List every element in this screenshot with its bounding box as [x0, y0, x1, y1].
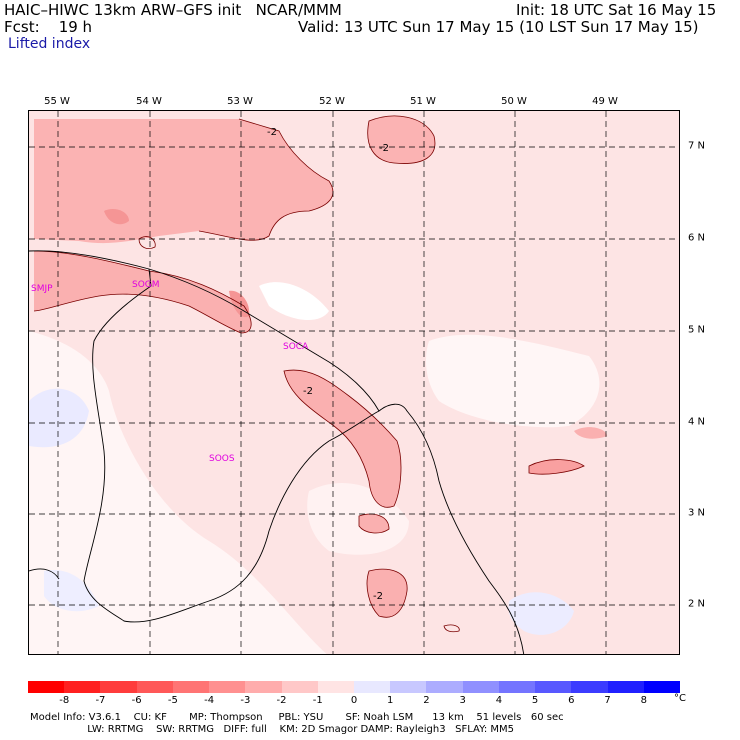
station-label: SMJP [31, 284, 53, 294]
colorbar-tick: -2 [276, 695, 287, 706]
colorbar-swatch [426, 681, 463, 693]
lon-label: 55 W [44, 96, 70, 107]
field-neutral-east [426, 334, 600, 428]
field-neutral-west [29, 331, 327, 654]
colorbar-tick: -7 [95, 695, 106, 706]
field-positive-southwest [44, 570, 99, 612]
colorbar-swatch [607, 681, 644, 693]
colorbar-tick: -8 [59, 695, 70, 706]
lat-label: 5 N [688, 324, 706, 336]
lat-label: 6 N [688, 232, 706, 244]
colorbar-tick: -4 [204, 695, 215, 706]
lat-label: 4 N [688, 416, 706, 428]
colorbar-tick: -1 [312, 695, 323, 706]
lon-label: 54 W [136, 96, 162, 107]
lat-label: 2 N [688, 598, 706, 610]
map-panel[interactable]: SMJP SOGM SOCA SOOS -2 -2 -2 -2 [28, 110, 680, 655]
colorbar-tick: 3 [459, 695, 466, 706]
colorbar-swatch [136, 681, 173, 693]
colorbar-tick: 6 [568, 695, 575, 706]
colorbar-tick: -5 [167, 695, 178, 706]
colorbar-swatch [209, 681, 246, 693]
coastline [29, 250, 525, 654]
colorbar-swatch [498, 681, 536, 693]
colorbar-swatch [317, 681, 354, 693]
colorbar-tick: -3 [240, 695, 251, 706]
colorbar-swatch [462, 681, 499, 693]
colorbar-tick: 0 [350, 695, 358, 706]
colorbar-swatch [281, 681, 318, 693]
forecast-hour: Fcst: 19 h [4, 18, 93, 36]
model-info-line1: Model Info: V3.6.1 CU: KF MP: Thompson P… [30, 712, 564, 723]
colorbar-unit: °C [674, 693, 686, 704]
colorbar-tick: 7 [604, 695, 611, 706]
valid-time: Valid: 13 UTC Sun 17 May 15 (10 LST Sun … [298, 18, 699, 36]
field-core [104, 209, 129, 225]
field-positive-southeast [508, 592, 574, 635]
colorbar-swatch [28, 681, 65, 693]
lon-label: 49 W [592, 96, 618, 107]
colorbar-tick: 8 [640, 695, 647, 706]
lifted-index-field [29, 111, 679, 654]
colorbar-tick: 2 [423, 695, 430, 706]
colorbar [28, 681, 680, 693]
field-negative-band [284, 370, 401, 508]
field-negative-east [574, 427, 607, 439]
field-negative-south [367, 569, 408, 618]
colorbar-swatch [353, 681, 391, 693]
lon-label: 52 W [319, 96, 345, 107]
contour-lines [33, 115, 585, 633]
model-info-line2: LW: RRTMG SW: RRTMG DIFF: full KM: 2D Sm… [30, 724, 515, 735]
contour-label: -2 [267, 127, 277, 138]
lat-label: 3 N [688, 507, 706, 519]
station-label: SOOS [209, 454, 235, 464]
colorbar-swatch [643, 681, 680, 693]
colorbar-swatch [172, 681, 210, 693]
field-core [229, 290, 250, 318]
field-negative-small [359, 514, 389, 533]
lon-label: 50 W [501, 96, 527, 107]
field-name: Lifted index [8, 36, 91, 52]
field-neutral-patch [259, 282, 329, 321]
graticule [29, 111, 679, 654]
init-time: Init: 18 UTC Sat 16 May 15 [516, 1, 717, 19]
model-title: HAIC–HIWC 13km ARW–GFS init NCAR/MMM [4, 1, 342, 19]
colorbar-tick: 1 [387, 695, 394, 706]
lat-label: 7 N [688, 140, 706, 152]
station-label: SOCA [283, 342, 309, 352]
colorbar-swatch [571, 681, 608, 693]
lon-label: 51 W [410, 96, 436, 107]
lon-label: 53 W [227, 96, 253, 107]
colorbar-swatch [245, 681, 282, 693]
field-negative-offshore [367, 116, 435, 164]
contour-label: -2 [373, 591, 383, 602]
colorbar-swatch [64, 681, 101, 693]
colorbar-tick: 5 [531, 695, 539, 706]
contour-label: -2 [379, 143, 389, 154]
contour-label: -2 [303, 386, 313, 397]
colorbar-swatch [390, 681, 427, 693]
field-positive-west [29, 388, 89, 448]
colorbar-tick: -6 [131, 695, 142, 706]
colorbar-swatch [100, 681, 137, 693]
colorbar-tick: 4 [495, 695, 503, 706]
station-label: SOGM [132, 280, 160, 290]
colorbar-swatch [535, 681, 572, 693]
